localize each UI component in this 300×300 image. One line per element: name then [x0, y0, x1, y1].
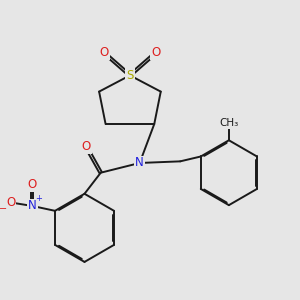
Text: S: S	[126, 69, 134, 82]
Text: +: +	[35, 194, 42, 203]
Text: O: O	[6, 196, 15, 209]
Text: O: O	[99, 46, 109, 59]
Text: −: −	[0, 204, 7, 214]
Text: N: N	[135, 157, 144, 169]
Text: O: O	[82, 140, 91, 153]
Text: N: N	[28, 200, 37, 212]
Text: O: O	[151, 46, 160, 59]
Text: CH₃: CH₃	[219, 118, 238, 128]
Text: O: O	[28, 178, 37, 191]
